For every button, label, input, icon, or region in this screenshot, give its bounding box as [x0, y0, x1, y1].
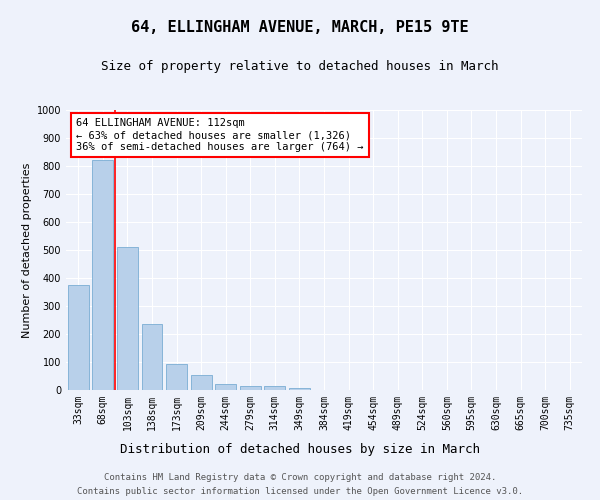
Bar [215, 384, 236, 390]
Y-axis label: Number of detached properties: Number of detached properties [22, 162, 32, 338]
Bar [166, 364, 187, 390]
Text: Contains public sector information licensed under the Open Government Licence v3: Contains public sector information licen… [77, 488, 523, 496]
Text: 64 ELLINGHAM AVENUE: 112sqm
← 63% of detached houses are smaller (1,326)
36% of : 64 ELLINGHAM AVENUE: 112sqm ← 63% of det… [76, 118, 364, 152]
Text: Size of property relative to detached houses in March: Size of property relative to detached ho… [101, 60, 499, 73]
Bar [92, 160, 113, 390]
Bar [117, 247, 138, 390]
Bar [240, 386, 261, 390]
Bar [289, 388, 310, 390]
Text: Contains HM Land Registry data © Crown copyright and database right 2024.: Contains HM Land Registry data © Crown c… [104, 472, 496, 482]
Bar [142, 324, 163, 390]
Text: Distribution of detached houses by size in March: Distribution of detached houses by size … [120, 442, 480, 456]
Bar [68, 285, 89, 390]
Bar [191, 376, 212, 390]
Text: 64, ELLINGHAM AVENUE, MARCH, PE15 9TE: 64, ELLINGHAM AVENUE, MARCH, PE15 9TE [131, 20, 469, 35]
Bar [265, 386, 286, 390]
